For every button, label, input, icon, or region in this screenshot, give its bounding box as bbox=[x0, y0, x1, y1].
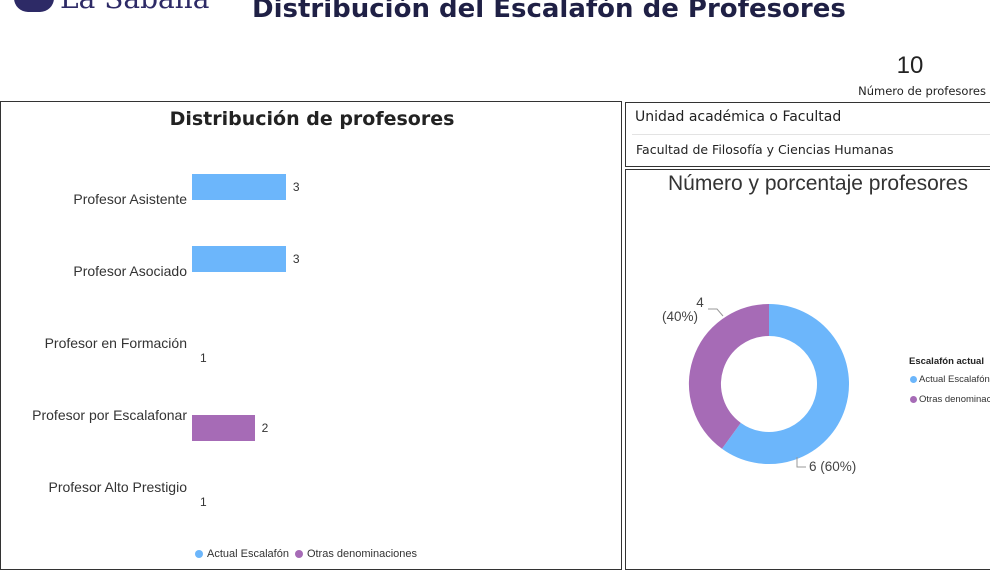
donut-legend-title: Escalafón actual bbox=[909, 356, 984, 367]
donut-slice-actual[interactable] bbox=[722, 304, 849, 464]
category-label: Profesor en Formación bbox=[44, 335, 187, 351]
category-label: Profesor Asistente bbox=[73, 191, 187, 207]
slicer-divider bbox=[632, 134, 990, 135]
legend-dot-actual bbox=[195, 550, 203, 558]
university-logo: La Sabana bbox=[14, 0, 209, 13]
bar-chart-panel[interactable]: Distribución de profesores Profesor Asis… bbox=[0, 101, 622, 570]
slicer-selected-value[interactable]: Facultad de Filosofía y Ciencias Humanas bbox=[636, 142, 894, 157]
bar-chart-legend: Actual Escalafón Otras denominaciones bbox=[195, 548, 417, 560]
legend-dot-otras bbox=[910, 396, 917, 403]
donut-legend-item-actual[interactable]: Actual Escalafón bbox=[910, 374, 990, 385]
legend-dot-actual bbox=[910, 376, 917, 383]
kpi-card-label: Número de profesores bbox=[858, 84, 986, 98]
faculty-slicer[interactable]: Unidad académica o Facultad Facultad de … bbox=[625, 102, 990, 167]
slicer-header: Unidad académica o Facultad bbox=[635, 109, 842, 125]
donut-slice-otras[interactable] bbox=[689, 304, 770, 449]
bar-value-label: 1 bbox=[200, 351, 207, 365]
bar-value-label: 2 bbox=[261, 421, 269, 435]
donut-label-otras-count: 4 bbox=[696, 295, 704, 310]
bar-value-label: 1 bbox=[200, 495, 207, 509]
legend-item-otras[interactable]: Otras denominaciones bbox=[306, 548, 417, 560]
donut-label-otras-pct: (40%) bbox=[662, 309, 699, 324]
kpi-card-value: 10 bbox=[896, 52, 924, 79]
donut-chart-panel[interactable]: Número y porcentaje profesores 4 (40%) 6… bbox=[625, 169, 990, 570]
category-label: Profesor Alto Prestigio bbox=[48, 479, 187, 495]
legend-text: Otras denominaciones bbox=[919, 394, 990, 405]
donut-label-actual: 6 (60%) bbox=[809, 459, 857, 474]
donut-legend-item-otras[interactable]: Otras denominaciones bbox=[910, 394, 990, 405]
legend-dot-otras bbox=[294, 550, 303, 558]
donut-chart bbox=[689, 304, 849, 468]
bar-value-label: 3 bbox=[292, 180, 300, 194]
leader-line-otras bbox=[708, 308, 724, 317]
donut-chart-title: Número y porcentaje profesores bbox=[668, 172, 968, 195]
bar-actual-escalafon[interactable] bbox=[192, 246, 286, 272]
leader-line-actual bbox=[796, 457, 806, 468]
shield-icon bbox=[14, 0, 54, 12]
page-title: Distribución del Escalafón de Profesores bbox=[252, 0, 846, 24]
legend-item-actual[interactable]: Actual Escalafón bbox=[207, 548, 289, 560]
category-label: Profesor por Escalafonar bbox=[32, 407, 187, 423]
logo-text: La Sabana bbox=[60, 0, 209, 13]
bar-actual-escalafon[interactable] bbox=[192, 174, 286, 200]
category-label: Profesor Asociado bbox=[73, 263, 187, 279]
bar-value-label: 3 bbox=[292, 252, 300, 266]
bar-otras-denominaciones[interactable] bbox=[192, 415, 255, 441]
legend-text: Actual Escalafón bbox=[919, 374, 990, 385]
bar-chart-title: Distribución de profesores bbox=[169, 108, 455, 130]
